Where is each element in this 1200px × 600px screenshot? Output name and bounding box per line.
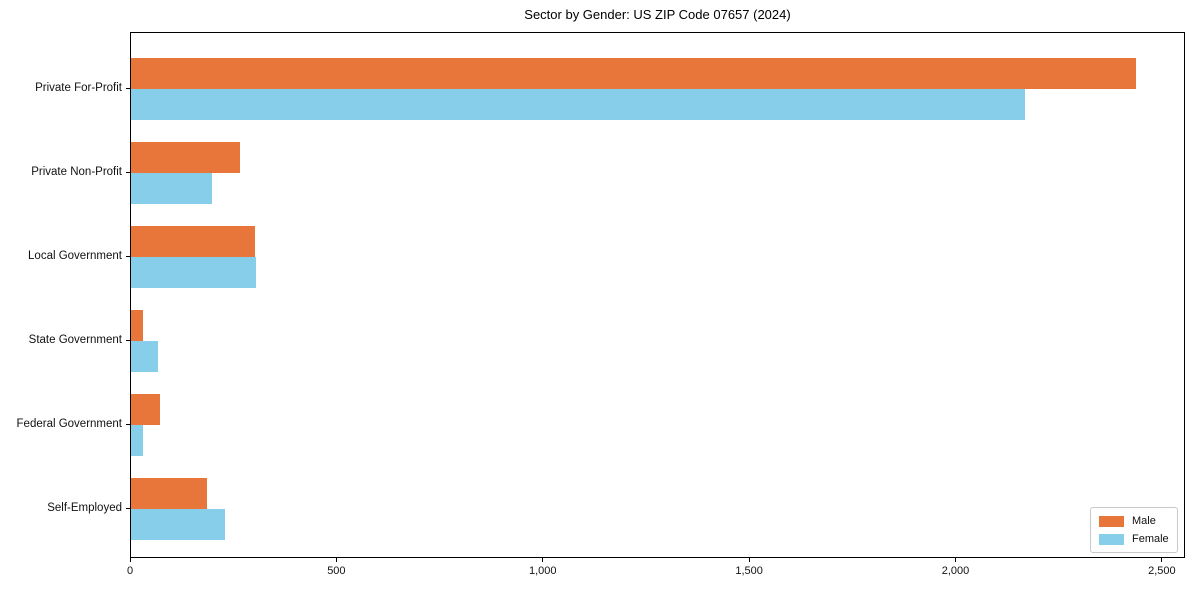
bar-male-private-for-profit — [131, 58, 1136, 89]
plot-area — [130, 32, 1185, 558]
y-tick-mark — [126, 88, 130, 89]
bar-male-state-government — [131, 310, 144, 341]
x-axis-label: 500 — [327, 565, 346, 577]
x-tick-mark — [1161, 558, 1163, 562]
bar-male-local-government — [131, 226, 255, 257]
legend: Male Female — [1090, 507, 1178, 553]
bar-male-private-non-profit — [131, 142, 240, 173]
x-tick-mark — [748, 558, 750, 562]
x-tick-mark — [129, 558, 131, 562]
bar-male-self-employed — [131, 478, 207, 509]
bar-male-federal-government — [131, 394, 161, 425]
bar-female-federal-government — [131, 425, 144, 456]
x-axis-label: 1,500 — [735, 565, 763, 577]
legend-swatch-female — [1099, 533, 1124, 545]
y-axis-label-private-non-profit: Private Non-Profit — [31, 166, 122, 178]
legend-item-male: Male — [1099, 515, 1169, 527]
y-axis-label-self-employed: Self-Employed — [47, 502, 122, 514]
y-tick-mark — [126, 340, 130, 341]
x-axis-label: 2,500 — [1148, 565, 1176, 577]
y-tick-mark — [126, 508, 130, 509]
chart-title: Sector by Gender: US ZIP Code 07657 (202… — [524, 7, 791, 22]
y-tick-mark — [126, 424, 130, 425]
legend-swatch-male — [1099, 515, 1124, 527]
y-tick-mark — [126, 256, 130, 257]
x-tick-mark — [542, 558, 544, 562]
bar-female-private-non-profit — [131, 173, 213, 204]
y-axis-label-state-government: State Government — [28, 334, 122, 346]
x-axis-label: 0 — [126, 565, 134, 577]
bar-female-local-government — [131, 257, 256, 288]
y-axis-label-local-government: Local Government — [28, 250, 122, 262]
x-tick-mark — [955, 558, 956, 562]
x-axis-label: 1,000 — [528, 565, 557, 577]
y-axis-label-private-for-profit: Private For-Profit — [35, 82, 122, 94]
y-tick-mark — [126, 172, 130, 173]
x-axis-label: 2,000 — [941, 565, 970, 577]
y-axis-label-federal-government: Federal Government — [16, 418, 122, 430]
bar-female-private-for-profit — [131, 89, 1025, 120]
bar-female-state-government — [131, 341, 159, 372]
bar-female-self-employed — [131, 509, 225, 540]
legend-label-male: Male — [1132, 515, 1156, 527]
legend-label-female: Female — [1132, 533, 1169, 545]
x-tick-mark — [335, 558, 337, 562]
legend-item-female: Female — [1099, 533, 1169, 545]
